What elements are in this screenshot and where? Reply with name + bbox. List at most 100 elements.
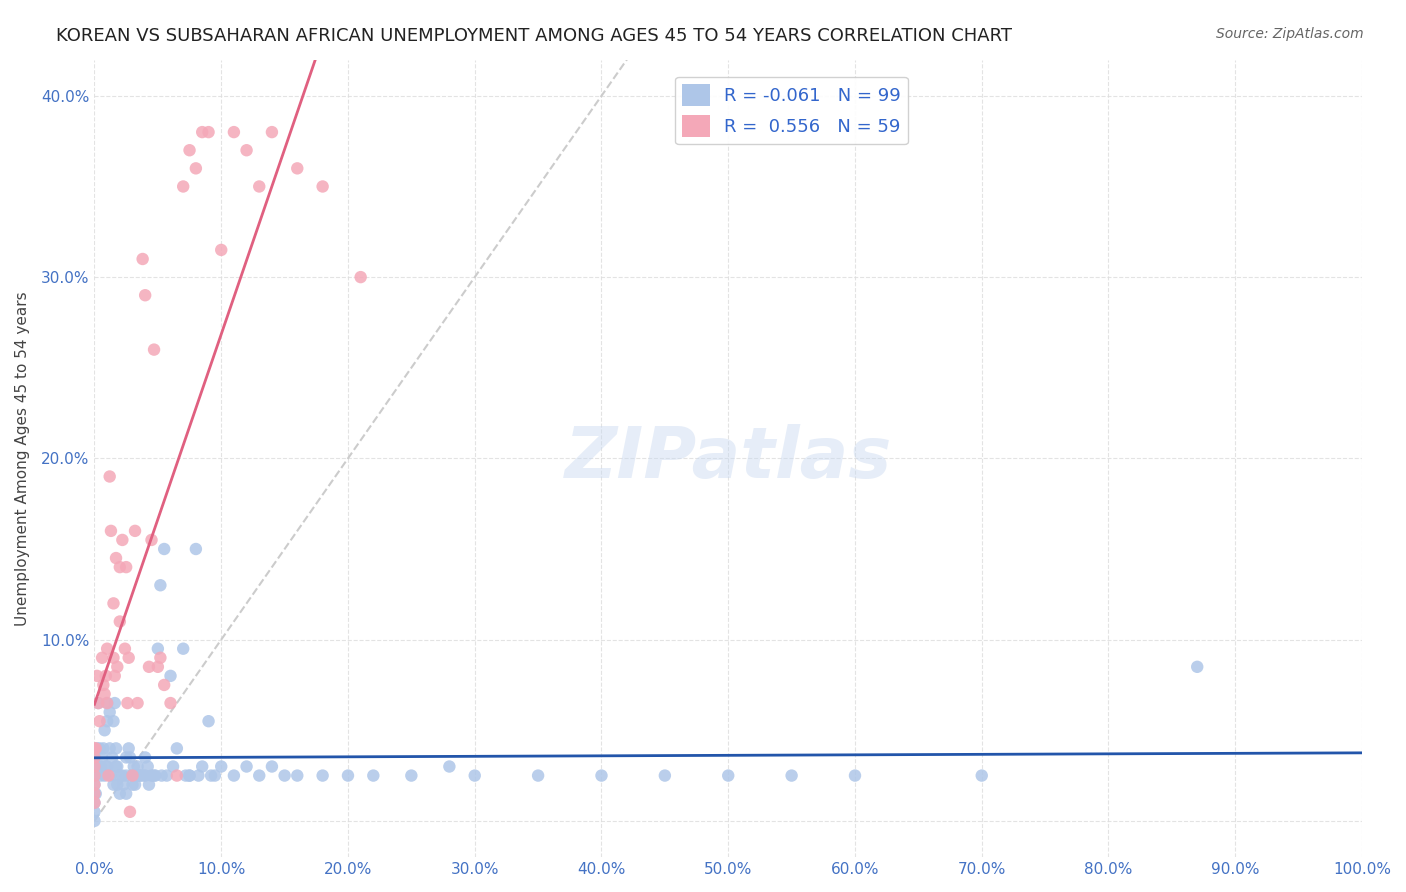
Point — [125, 768, 148, 782]
Point — [83, 814, 105, 828]
Point — [146, 660, 169, 674]
Point — [86, 759, 108, 773]
Point — [129, 768, 152, 782]
Point — [83, 778, 105, 792]
Point — [156, 768, 179, 782]
Point — [197, 714, 219, 729]
Point — [127, 696, 149, 710]
Point — [179, 143, 201, 157]
Point — [103, 778, 125, 792]
Text: KOREAN VS SUBSAHARAN AFRICAN UNEMPLOYMENT AMONG AGES 45 TO 54 YEARS CORRELATION : KOREAN VS SUBSAHARAN AFRICAN UNEMPLOYMEN… — [56, 27, 1012, 45]
Point — [131, 768, 153, 782]
Point — [83, 768, 105, 782]
Point — [136, 759, 159, 773]
Point — [121, 778, 143, 792]
Point — [118, 741, 141, 756]
Y-axis label: Unemployment Among Ages 45 to 54 years: Unemployment Among Ages 45 to 54 years — [15, 291, 30, 625]
Point — [104, 669, 127, 683]
Point — [105, 741, 128, 756]
Point — [115, 750, 138, 764]
Point — [105, 759, 128, 773]
Point — [654, 768, 676, 782]
Point — [184, 541, 207, 556]
Point — [124, 524, 146, 538]
Point — [146, 641, 169, 656]
Point — [105, 778, 128, 792]
Point — [121, 768, 143, 782]
Point — [153, 541, 176, 556]
Point — [115, 560, 138, 574]
Point — [235, 143, 257, 157]
Point — [118, 650, 141, 665]
Point — [285, 161, 308, 176]
Point — [118, 805, 141, 819]
Point — [138, 660, 160, 674]
Point — [83, 787, 105, 801]
Point — [134, 750, 156, 764]
Point — [172, 641, 194, 656]
Point — [96, 696, 118, 710]
Point — [311, 768, 333, 782]
Point — [94, 669, 117, 683]
Point — [131, 252, 153, 266]
Point — [260, 759, 283, 773]
Point — [1187, 660, 1209, 674]
Point — [153, 678, 176, 692]
Point — [96, 696, 118, 710]
Point — [90, 768, 112, 782]
Point — [118, 750, 141, 764]
Point — [591, 768, 613, 782]
Legend: R = -0.061   N = 99, R =  0.556   N = 59: R = -0.061 N = 99, R = 0.556 N = 59 — [675, 77, 908, 145]
Point — [174, 768, 197, 782]
Point — [166, 741, 188, 756]
Point — [89, 741, 111, 756]
Point — [439, 759, 461, 773]
Point — [150, 768, 173, 782]
Point — [200, 768, 222, 782]
Point — [83, 750, 105, 764]
Point — [138, 778, 160, 792]
Point — [84, 787, 107, 801]
Point — [179, 768, 201, 782]
Point — [101, 750, 124, 764]
Point — [96, 714, 118, 729]
Point — [83, 787, 105, 801]
Point — [117, 696, 139, 710]
Point — [401, 768, 423, 782]
Point — [93, 768, 115, 782]
Point — [844, 768, 866, 782]
Point — [105, 759, 128, 773]
Point — [96, 641, 118, 656]
Point — [93, 741, 115, 756]
Point — [285, 768, 308, 782]
Point — [108, 768, 131, 782]
Point — [127, 759, 149, 773]
Point — [166, 768, 188, 782]
Point — [141, 768, 163, 782]
Point — [86, 669, 108, 683]
Point — [336, 768, 359, 782]
Point — [83, 805, 105, 819]
Point — [115, 768, 138, 782]
Text: Source: ZipAtlas.com: Source: ZipAtlas.com — [1216, 27, 1364, 41]
Point — [83, 778, 105, 792]
Point — [108, 615, 131, 629]
Point — [311, 179, 333, 194]
Point — [162, 759, 184, 773]
Point — [90, 759, 112, 773]
Point — [260, 125, 283, 139]
Point — [222, 125, 245, 139]
Point — [247, 768, 270, 782]
Point — [83, 759, 105, 773]
Point — [172, 179, 194, 194]
Point — [235, 759, 257, 773]
Point — [83, 796, 105, 810]
Point — [179, 768, 201, 782]
Point — [191, 759, 214, 773]
Point — [149, 578, 172, 592]
Point — [103, 650, 125, 665]
Point — [84, 759, 107, 773]
Point — [98, 705, 121, 719]
Point — [187, 768, 209, 782]
Point — [121, 768, 143, 782]
